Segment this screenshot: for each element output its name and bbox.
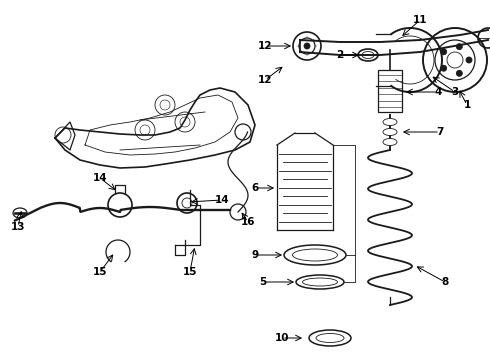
Text: 1: 1 [464, 100, 470, 110]
Text: 12: 12 [258, 41, 272, 51]
Ellipse shape [383, 139, 397, 145]
Circle shape [441, 49, 447, 55]
Text: 2: 2 [336, 50, 343, 60]
Text: 3: 3 [451, 87, 459, 97]
Circle shape [304, 43, 310, 49]
Ellipse shape [383, 118, 397, 126]
Text: 8: 8 [441, 277, 449, 287]
Text: 15: 15 [183, 267, 197, 277]
Ellipse shape [383, 129, 397, 135]
Text: 16: 16 [241, 217, 255, 227]
Text: 10: 10 [275, 333, 289, 343]
Circle shape [441, 65, 447, 71]
Text: 6: 6 [251, 183, 259, 193]
Circle shape [456, 70, 463, 76]
Text: 5: 5 [259, 277, 267, 287]
Text: 14: 14 [93, 173, 107, 183]
FancyBboxPatch shape [378, 70, 402, 112]
Text: 11: 11 [413, 15, 427, 25]
Text: 15: 15 [93, 267, 107, 277]
Text: 12: 12 [258, 75, 272, 85]
Text: 7: 7 [436, 127, 443, 137]
Circle shape [466, 57, 472, 63]
Text: 4: 4 [434, 87, 441, 97]
Circle shape [456, 44, 463, 50]
Text: 9: 9 [251, 250, 259, 260]
Text: 13: 13 [11, 222, 25, 232]
Text: 14: 14 [215, 195, 229, 205]
